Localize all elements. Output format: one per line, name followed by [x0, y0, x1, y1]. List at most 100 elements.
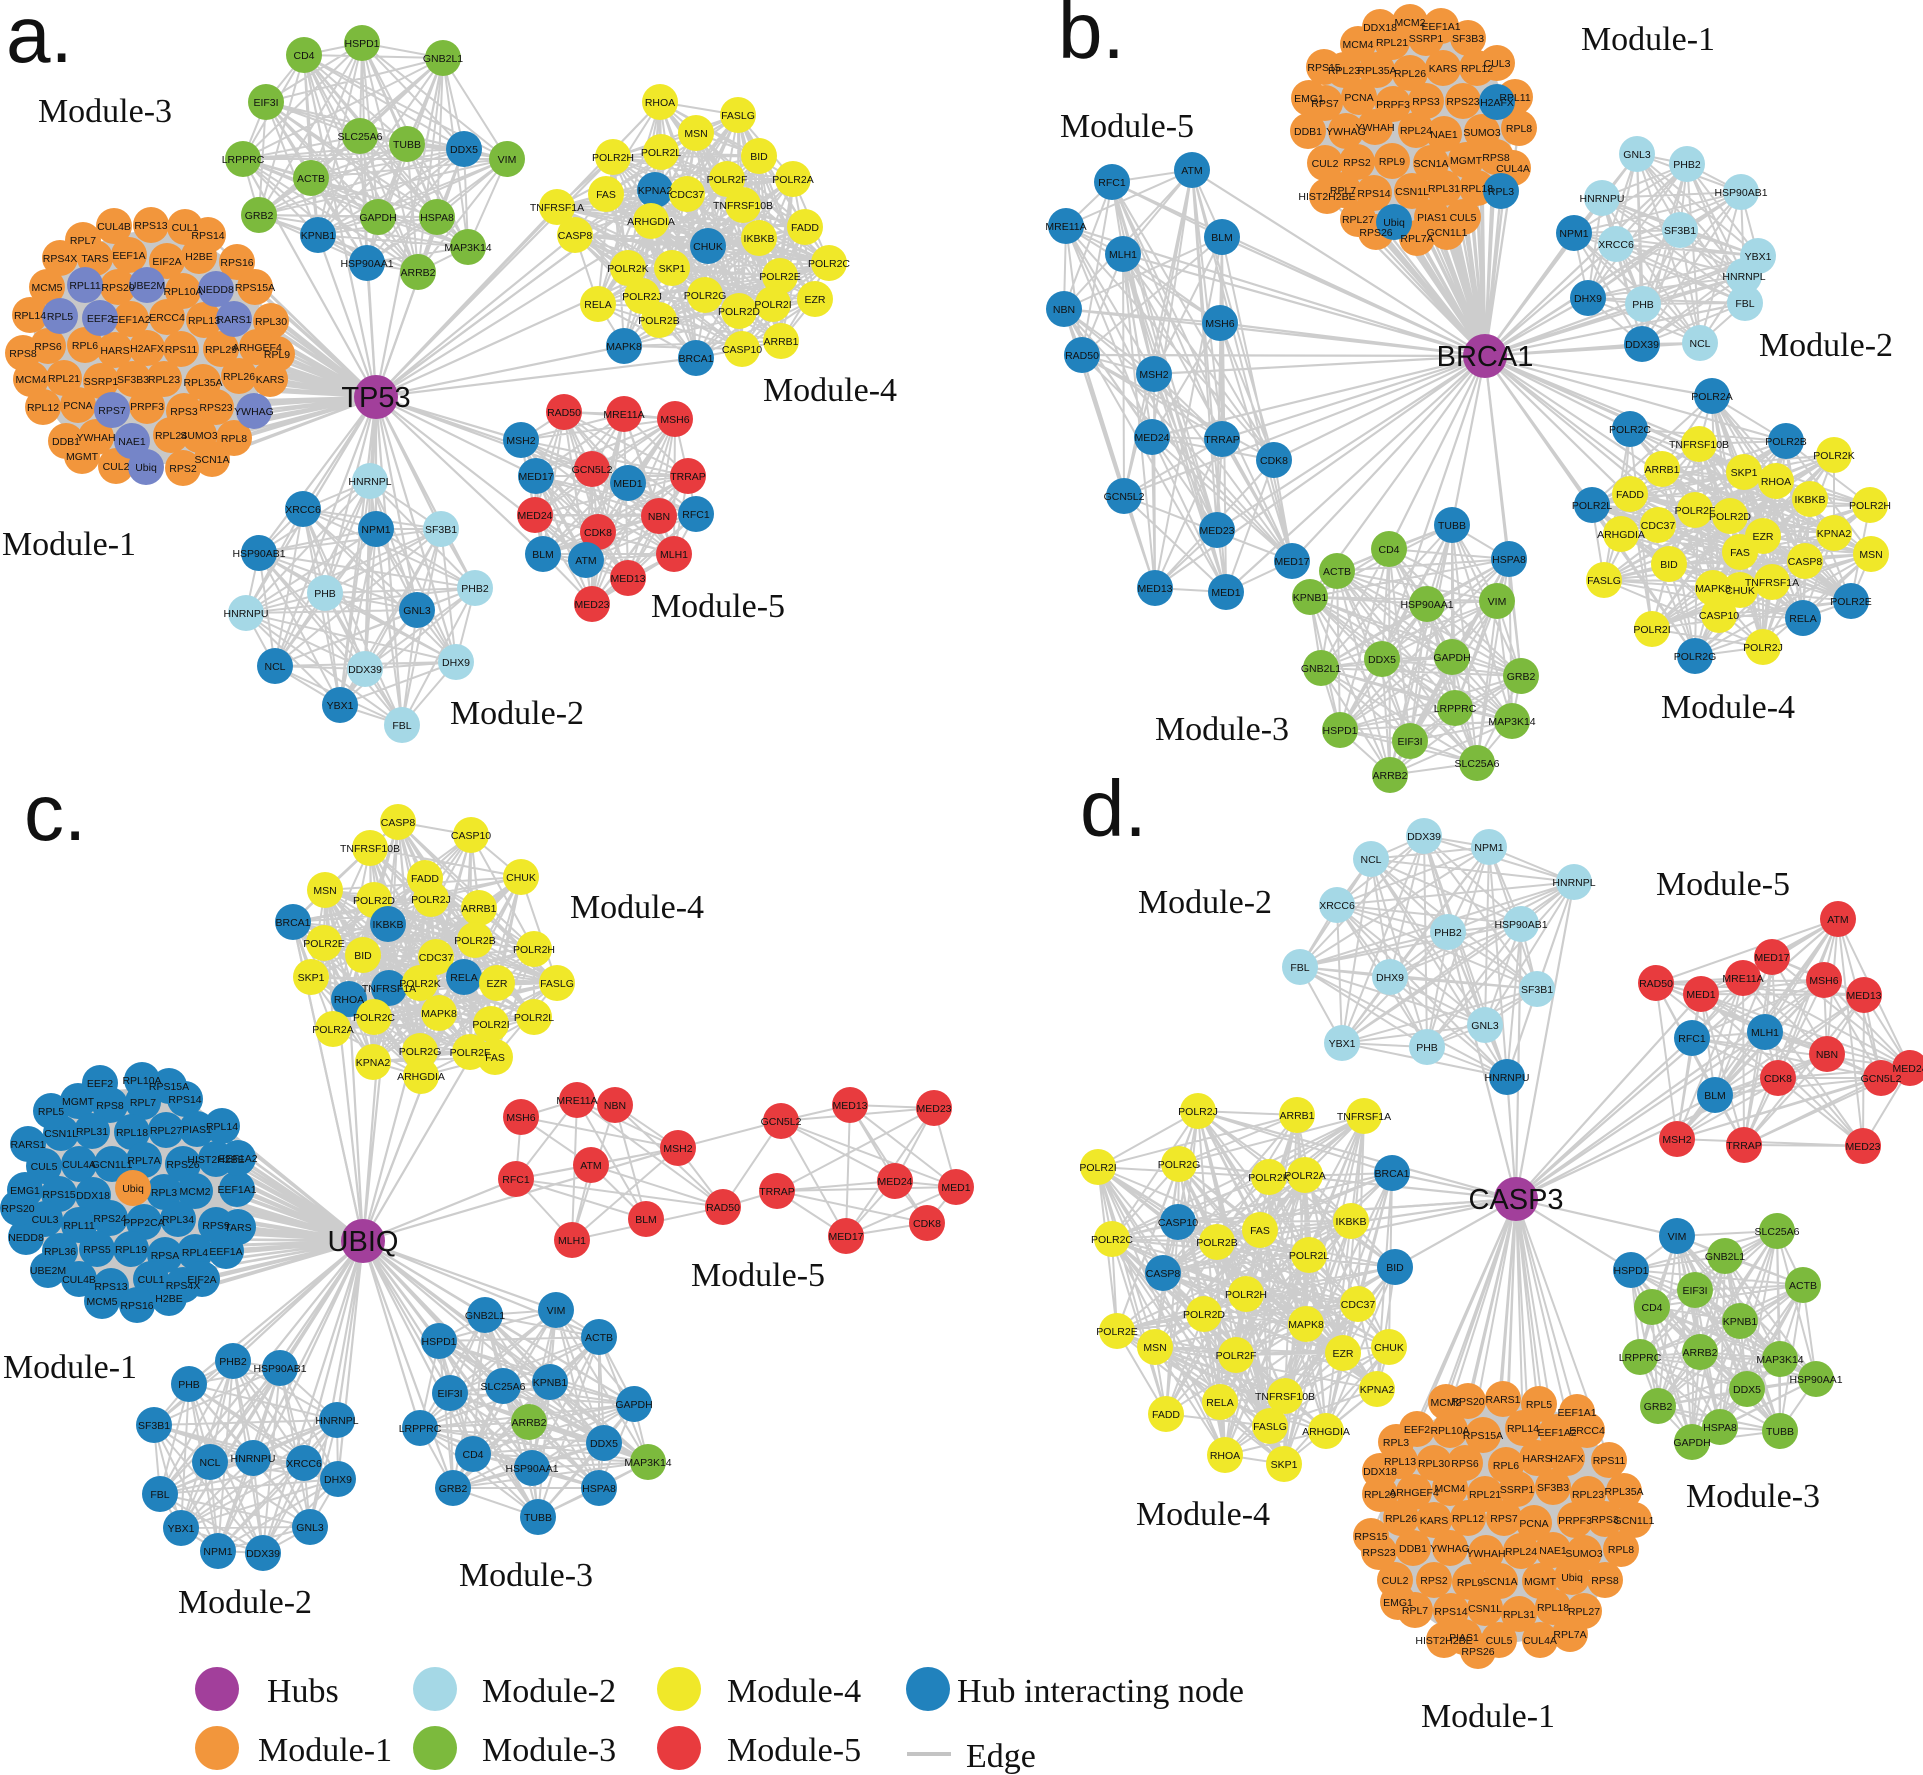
svg-text:POLR2A: POLR2A [1691, 391, 1732, 403]
svg-text:POLR2L: POLR2L [1572, 500, 1612, 512]
svg-text:TNFRSF10B: TNFRSF10B [1669, 439, 1729, 451]
svg-text:RPS15A: RPS15A [235, 282, 275, 294]
svg-text:HIST2H2BE: HIST2H2BE [1298, 191, 1355, 203]
svg-text:RPL21: RPL21 [48, 373, 80, 385]
svg-text:BRCA1: BRCA1 [1437, 341, 1534, 373]
svg-text:DDB1: DDB1 [52, 436, 80, 448]
svg-text:MAPK8: MAPK8 [1695, 583, 1731, 595]
svg-text:LRPPRC: LRPPRC [222, 154, 265, 166]
svg-text:BRCA1: BRCA1 [275, 917, 310, 929]
svg-text:POLR2I: POLR2I [1633, 624, 1670, 636]
svg-text:NPM1: NPM1 [203, 1546, 232, 1558]
svg-text:CHUK: CHUK [506, 872, 536, 884]
svg-text:POLR2C: POLR2C [808, 258, 850, 270]
svg-text:SF3B1: SF3B1 [138, 1420, 170, 1432]
svg-text:CUL5: CUL5 [1486, 1635, 1513, 1647]
svg-text:MED1: MED1 [613, 478, 642, 490]
svg-text:MED24: MED24 [1134, 432, 1169, 444]
svg-text:Module-3: Module-3 [459, 1557, 593, 1594]
svg-text:Module-2: Module-2 [178, 1584, 312, 1621]
svg-text:ARHGDIA: ARHGDIA [1302, 1426, 1350, 1438]
svg-text:SF3B1: SF3B1 [425, 524, 457, 536]
svg-text:EMG1: EMG1 [1294, 93, 1324, 105]
svg-text:PRPF3: PRPF3 [1558, 1515, 1592, 1527]
svg-text:RPL13: RPL13 [1384, 1456, 1416, 1468]
svg-text:SUMO3: SUMO3 [180, 430, 218, 442]
svg-text:UBE2M: UBE2M [30, 1265, 66, 1277]
svg-text:CHUK: CHUK [1725, 585, 1755, 597]
svg-text:VIM: VIM [547, 1305, 566, 1317]
svg-text:MAP3K14: MAP3K14 [444, 242, 491, 254]
svg-text:MED17: MED17 [1274, 556, 1309, 568]
svg-text:RPL8: RPL8 [221, 433, 247, 445]
svg-text:RPL11: RPL11 [63, 1220, 94, 1232]
svg-text:Ubiq: Ubiq [135, 462, 157, 474]
svg-text:c.: c. [24, 768, 86, 857]
svg-text:GRB2: GRB2 [439, 1483, 468, 1495]
svg-text:HNRNPL: HNRNPL [315, 1415, 358, 1427]
svg-text:MAP3K14: MAP3K14 [1756, 1354, 1803, 1366]
svg-text:CD4: CD4 [1378, 544, 1399, 556]
svg-text:Module-5: Module-5 [1656, 866, 1790, 903]
svg-text:RPL23: RPL23 [1328, 65, 1360, 77]
svg-text:ATM: ATM [1827, 914, 1848, 926]
svg-text:CASP8: CASP8 [1146, 1268, 1181, 1280]
svg-text:MED17: MED17 [1754, 952, 1789, 964]
svg-text:RFC1: RFC1 [1098, 177, 1126, 189]
svg-text:HSPA8: HSPA8 [1492, 554, 1526, 566]
svg-text:IKBKB: IKBKB [373, 919, 404, 931]
svg-text:POLR2B: POLR2B [1196, 1237, 1237, 1249]
svg-text:SF3B1: SF3B1 [1664, 225, 1696, 237]
svg-text:CHUK: CHUK [1374, 1342, 1404, 1354]
svg-text:GAPDH: GAPDH [615, 1399, 652, 1411]
svg-text:DHX9: DHX9 [442, 657, 470, 669]
svg-text:YBX1: YBX1 [1329, 1038, 1356, 1050]
svg-text:GRB2: GRB2 [1644, 1401, 1673, 1413]
svg-text:EEF2: EEF2 [1404, 1424, 1430, 1436]
svg-text:RPL27: RPL27 [1342, 214, 1374, 226]
svg-text:Edge: Edge [966, 1738, 1036, 1775]
svg-text:Module-3: Module-3 [1686, 1478, 1820, 1515]
svg-text:NCL: NCL [264, 661, 285, 673]
svg-text:MED17: MED17 [518, 471, 553, 483]
svg-text:POLR2K: POLR2K [607, 263, 648, 275]
svg-text:RPS7: RPS7 [1311, 98, 1339, 110]
svg-text:MED23: MED23 [916, 1103, 951, 1115]
svg-text:Module-5: Module-5 [727, 1732, 861, 1769]
svg-text:KPNA2: KPNA2 [1360, 1384, 1395, 1396]
svg-text:RPL8: RPL8 [1506, 123, 1532, 135]
svg-text:Hubs: Hubs [267, 1673, 339, 1710]
svg-text:ARRB1: ARRB1 [1644, 464, 1679, 476]
svg-text:NPM1: NPM1 [361, 524, 390, 536]
svg-text:GNL3: GNL3 [403, 605, 431, 617]
svg-text:CASP8: CASP8 [381, 817, 416, 829]
svg-text:CUL4A: CUL4A [62, 1159, 96, 1171]
svg-text:CSN1L: CSN1L [1468, 1603, 1502, 1615]
svg-text:RPL10A: RPL10A [163, 286, 202, 298]
svg-text:EIF3I: EIF3I [253, 97, 278, 109]
svg-text:TUBB: TUBB [524, 1512, 552, 1524]
svg-text:RPL27: RPL27 [1568, 1606, 1600, 1618]
svg-text:HSP90AB1: HSP90AB1 [1714, 187, 1767, 199]
svg-text:RPS9: RPS9 [202, 1220, 230, 1232]
svg-text:RPL12: RPL12 [27, 402, 59, 414]
svg-text:RPL26: RPL26 [1394, 68, 1426, 80]
svg-text:PHB: PHB [314, 588, 336, 600]
svg-text:POLR2E: POLR2E [1830, 596, 1871, 608]
svg-text:PHB: PHB [178, 1379, 200, 1391]
svg-text:EEF1A: EEF1A [112, 250, 145, 262]
svg-text:CDC37: CDC37 [1641, 520, 1676, 532]
svg-text:RPL35A: RPL35A [1357, 65, 1396, 77]
svg-text:MLH1: MLH1 [1751, 1027, 1779, 1039]
svg-text:RPS13: RPS13 [134, 220, 167, 232]
svg-text:RPL31: RPL31 [1503, 1609, 1535, 1621]
svg-text:ACTB: ACTB [297, 173, 325, 185]
svg-text:TNFRSF10B: TNFRSF10B [340, 843, 400, 855]
svg-text:MED17: MED17 [828, 1231, 863, 1243]
svg-text:NBN: NBN [1816, 1049, 1838, 1061]
svg-text:RPL18: RPL18 [1461, 183, 1493, 195]
svg-text:RPL34: RPL34 [162, 1214, 194, 1226]
svg-text:MSH6: MSH6 [660, 414, 689, 426]
svg-text:HSP90AA1: HSP90AA1 [505, 1463, 558, 1475]
svg-text:SLC25A6: SLC25A6 [1455, 758, 1500, 770]
